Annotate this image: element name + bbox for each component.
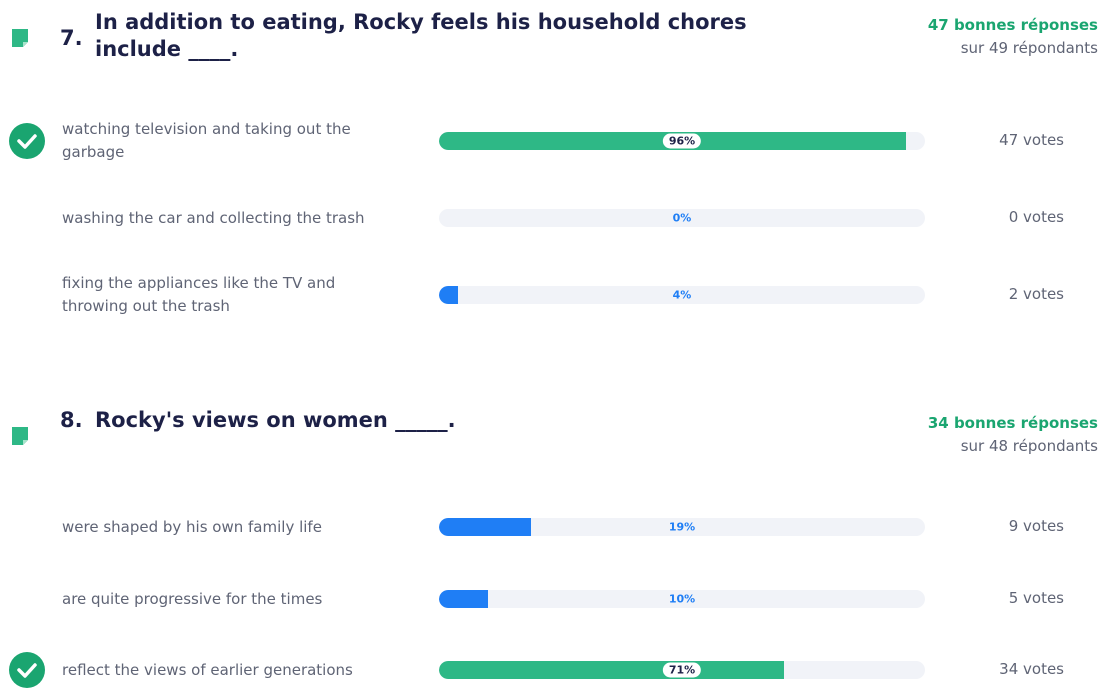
correct-marker — [9, 123, 45, 163]
check-icon — [9, 652, 45, 688]
vote-count: 0 votes — [1008, 208, 1064, 226]
respondent-count: sur 48 répondants — [960, 437, 1098, 455]
check-icon — [9, 123, 45, 159]
option-text: are quite progressive for the times — [62, 589, 323, 608]
percent-label: 71% — [662, 662, 702, 678]
option-text: fixing the appliances like the TV and th… — [62, 274, 336, 315]
percent-label: 96% — [662, 133, 702, 149]
option-text: were shaped by his own family life — [62, 517, 322, 536]
percent-label: 0% — [672, 211, 692, 225]
bar-fill — [439, 518, 532, 536]
bar-fill — [439, 590, 488, 608]
question-number: 8. — [60, 408, 83, 432]
vote-count: 2 votes — [1008, 285, 1064, 303]
question-icon — [11, 426, 29, 450]
vote-count: 34 votes — [999, 660, 1064, 678]
bar-track — [439, 286, 925, 304]
correct-count: 47 bonnes réponses — [927, 16, 1098, 34]
vote-count: 47 votes — [999, 131, 1064, 149]
bar-track — [439, 518, 925, 536]
respondent-count: sur 49 répondants — [960, 39, 1098, 57]
vote-count: 5 votes — [1008, 589, 1064, 607]
bar-fill — [439, 286, 459, 304]
doc-icon — [12, 427, 28, 445]
option-text: reflect the views of earlier generations — [62, 660, 353, 679]
bar-fill — [439, 661, 785, 679]
option-text: washing the car and collecting the trash — [62, 208, 365, 227]
bar-track — [439, 590, 925, 608]
percent-label: 4% — [672, 288, 692, 302]
doc-icon — [12, 29, 28, 47]
correct-count: 34 bonnes réponses — [927, 414, 1098, 432]
correct-marker — [9, 652, 45, 692]
question-text: Rocky's views on women _____. — [95, 408, 456, 432]
option-text: watching television and taking out the g… — [62, 120, 351, 161]
question-icon — [11, 28, 29, 52]
percent-label: 10% — [668, 592, 696, 606]
bar-track — [439, 209, 925, 227]
percent-label: 19% — [668, 520, 696, 534]
question-number: 7. — [60, 26, 83, 50]
vote-count: 9 votes — [1008, 517, 1064, 535]
question-text: In addition to eating, Rocky feels his h… — [95, 10, 747, 61]
